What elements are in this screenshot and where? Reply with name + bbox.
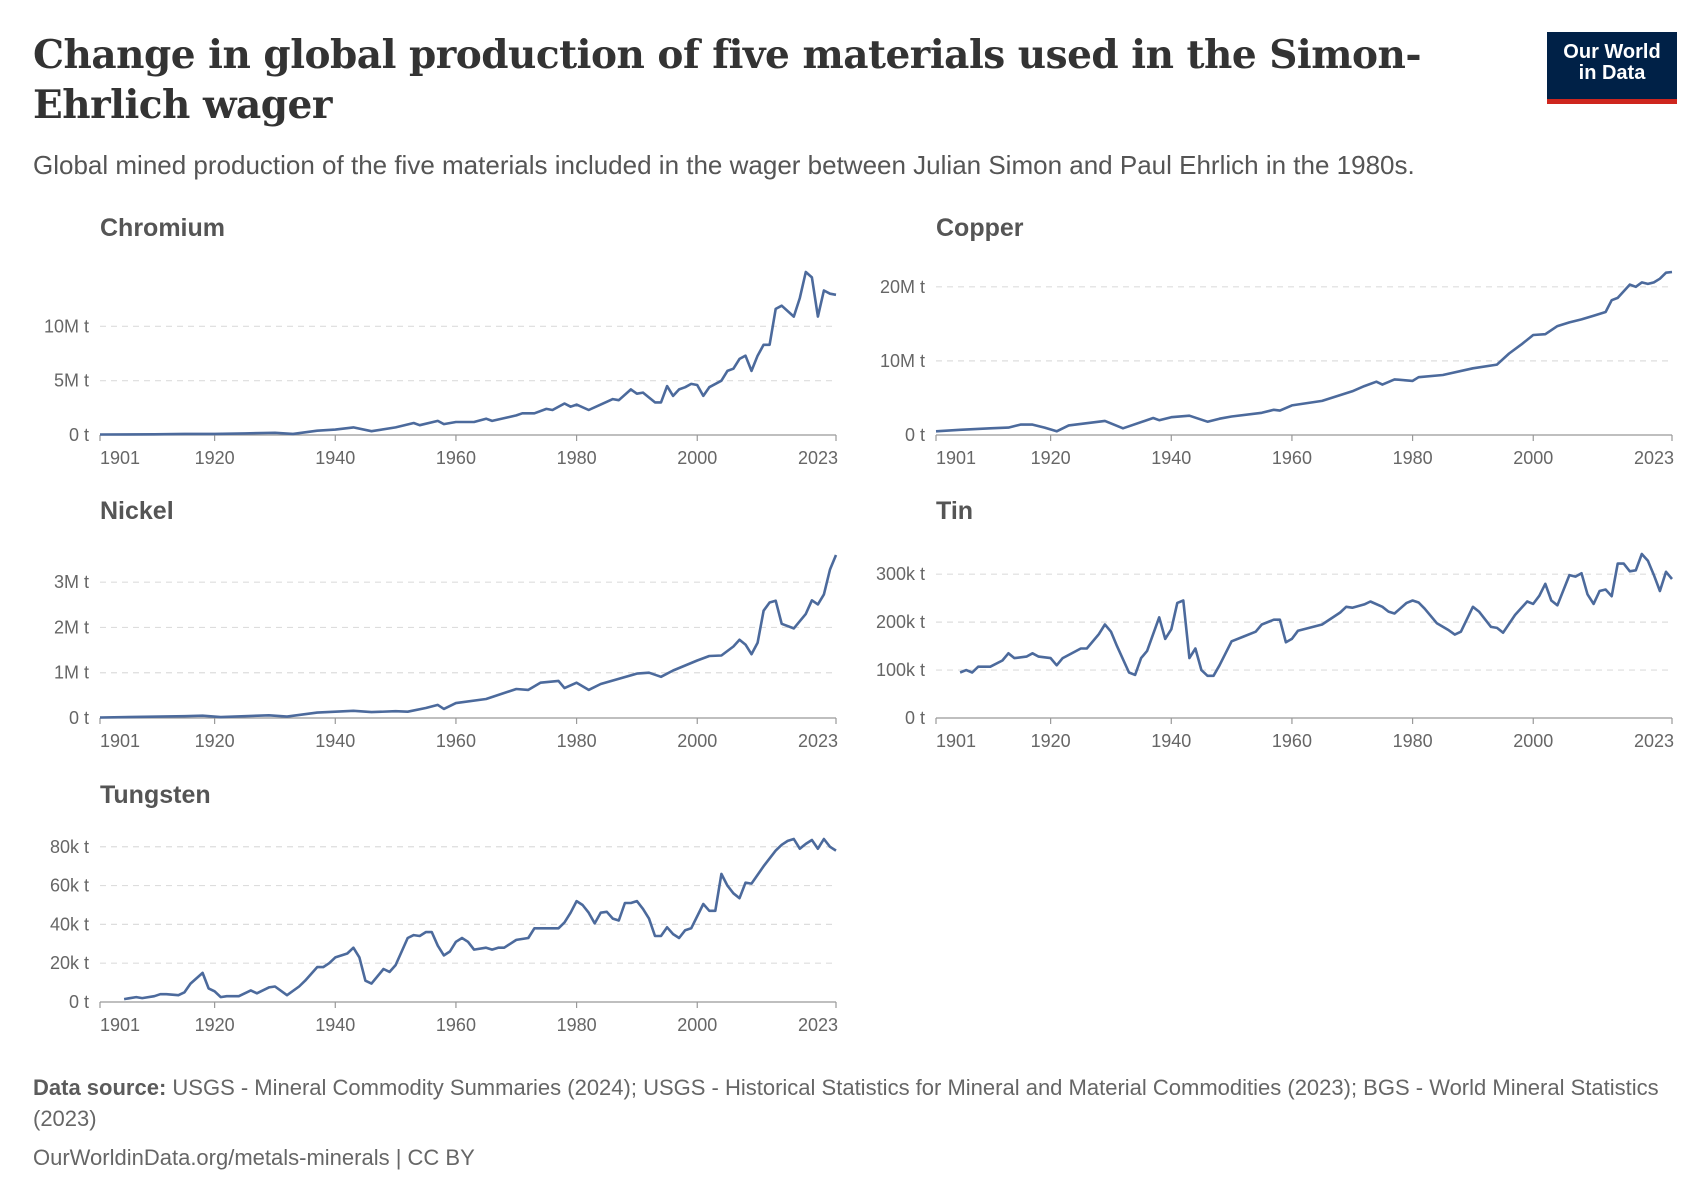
- y-tick-label: 1M t: [54, 663, 89, 683]
- panel-nickel: 0 t 1M t 2M t 3M t 1901 1920 1940 1960 1980 2000 2…: [54, 554, 838, 751]
- x-tick-label: 2000: [677, 731, 717, 751]
- x-tick-label: 2000: [677, 448, 717, 468]
- x-tick-label: 1980: [1393, 731, 1433, 751]
- x-tick-label: 1960: [1272, 731, 1312, 751]
- x-tick-label: 1901: [100, 448, 140, 468]
- y-tick-label: 0 t: [905, 425, 925, 445]
- x-tick-label: 1960: [436, 1015, 476, 1035]
- panel-chromium: 0 t 5M t 10M t 1901 1920 1940 1960 1980 2000 2023: [44, 270, 838, 468]
- y-tick-label: 100k t: [876, 660, 925, 680]
- x-tick-label: 1980: [1393, 448, 1433, 468]
- data-source: Data source: USGS - Mineral Commodity Su…: [33, 1072, 1673, 1134]
- x-tick-label: 1920: [1031, 448, 1071, 468]
- panel-title-tin: Tin: [936, 497, 974, 525]
- y-tick-label: 0 t: [69, 992, 89, 1012]
- logo-line-2: in Data: [1578, 62, 1646, 84]
- y-tick-label: 0 t: [905, 708, 925, 728]
- y-tick-label: 60k t: [50, 876, 89, 896]
- y-tick-label: 300k t: [876, 564, 925, 584]
- series-line-tungsten: [123, 837, 837, 1001]
- panel-title-chromium: Chromium: [100, 214, 225, 242]
- x-tick-label: 1980: [557, 448, 597, 468]
- x-tick-label: 1960: [436, 731, 476, 751]
- x-tick-label: 2023: [798, 1015, 838, 1035]
- y-tick-label: 40k t: [50, 914, 89, 934]
- series-line-chromium: [99, 270, 837, 436]
- x-tick-label: 2023: [798, 448, 838, 468]
- x-tick-label: 1901: [100, 731, 140, 751]
- logo-line-1: Our World: [1563, 41, 1661, 63]
- x-tick-label: 1920: [195, 1015, 235, 1035]
- source-label: Data source:: [33, 1075, 167, 1100]
- x-tick-label: 2023: [1634, 448, 1674, 468]
- y-tick-label: 0 t: [69, 708, 89, 728]
- x-tick-label: 1980: [557, 1015, 597, 1035]
- y-tick-label: 3M t: [54, 572, 89, 592]
- x-tick-label: 1901: [936, 448, 976, 468]
- y-tick-label: 2M t: [54, 617, 89, 637]
- series-line-tin: [959, 552, 1673, 678]
- y-tick-label: 20M t: [880, 277, 925, 297]
- panel-copper: 0 t 10M t 20M t 1901 1920 1940 1960 1980 2000 202…: [880, 270, 1674, 468]
- panel-tungsten: 0 t 20k t 40k t 60k t 80k t 1901 1920 1940 1960 1…: [50, 837, 838, 1035]
- series-line-copper: [935, 270, 1673, 433]
- owid-logo[interactable]: Our World in Data: [1547, 32, 1677, 104]
- y-tick-label: 10M t: [880, 351, 925, 371]
- x-tick-label: 1920: [195, 731, 235, 751]
- panel-tin: 0 t 100k t 200k t 300k t 1901 1920 1940 1960 198…: [876, 552, 1674, 751]
- y-tick-label: 5M t: [54, 371, 89, 391]
- x-tick-label: 1940: [315, 448, 355, 468]
- x-tick-label: 2000: [677, 1015, 717, 1035]
- x-tick-label: 1940: [315, 731, 355, 751]
- panel-title-tungsten: Tungsten: [100, 781, 211, 809]
- y-tick-label: 80k t: [50, 837, 89, 857]
- x-tick-label: 1960: [1272, 448, 1312, 468]
- chart-title: Change in global production of five mate…: [33, 32, 1422, 128]
- y-tick-label: 200k t: [876, 612, 925, 632]
- x-tick-label: 1901: [100, 1015, 140, 1035]
- x-tick-label: 1901: [936, 731, 976, 751]
- series-line-nickel: [99, 554, 838, 719]
- x-tick-label: 1940: [1151, 448, 1191, 468]
- x-tick-label: 2000: [1513, 731, 1553, 751]
- x-tick-label: 1940: [315, 1015, 355, 1035]
- y-tick-label: 20k t: [50, 953, 89, 973]
- x-tick-label: 1920: [1031, 731, 1071, 751]
- y-tick-label: 10M t: [44, 316, 89, 336]
- y-tick-label: 0 t: [69, 425, 89, 445]
- x-tick-label: 2023: [1634, 731, 1674, 751]
- panel-title-nickel: Nickel: [100, 497, 174, 525]
- x-tick-label: 2023: [798, 731, 838, 751]
- source-text: USGS - Mineral Commodity Summaries (2024…: [33, 1075, 1659, 1131]
- x-tick-label: 2000: [1513, 448, 1553, 468]
- x-tick-label: 1960: [436, 448, 476, 468]
- chart-subtitle: Global mined production of the five mate…: [33, 150, 1415, 180]
- panel-title-copper: Copper: [936, 214, 1024, 242]
- x-tick-label: 1980: [557, 731, 597, 751]
- x-tick-label: 1920: [195, 448, 235, 468]
- x-tick-label: 1940: [1151, 731, 1191, 751]
- footer-url[interactable]: OurWorldinData.org/metals-minerals | CC …: [33, 1145, 475, 1170]
